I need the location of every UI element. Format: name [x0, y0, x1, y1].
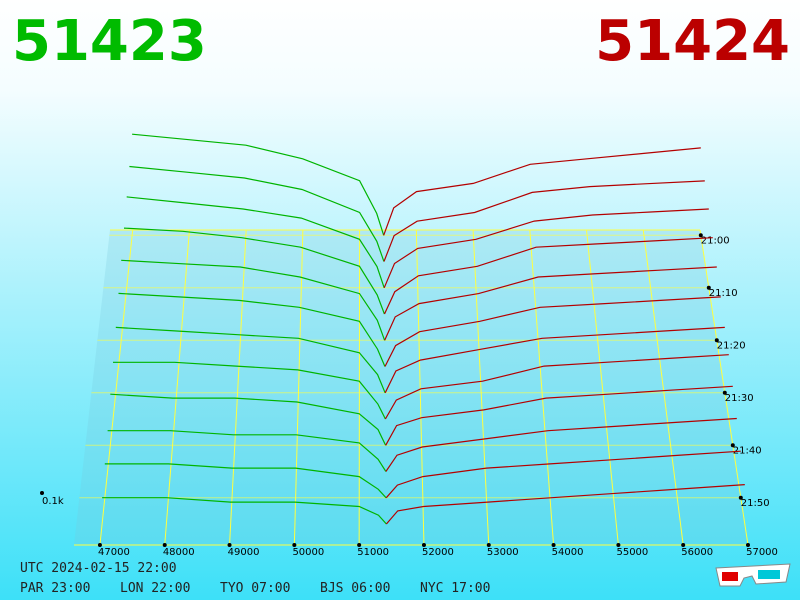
city-time: LON 22:00 — [120, 581, 190, 596]
tick-dot — [421, 543, 426, 547]
ask-depth-line — [383, 180, 705, 262]
ask-depth-line — [385, 385, 733, 446]
time-tick-label: 21:50 — [741, 498, 770, 509]
x-tick-label: 57000 — [746, 547, 778, 558]
bid-depth-line — [110, 393, 387, 446]
tick-dot — [551, 543, 556, 547]
bid-depth-line — [129, 165, 385, 262]
bid-depth-line — [121, 259, 386, 341]
bid-depth-line — [123, 227, 385, 315]
z-tick-dot — [40, 491, 44, 495]
bid-depth-line — [104, 463, 387, 499]
tick-dot — [616, 543, 621, 547]
ask-depth-line — [383, 208, 709, 289]
grid-line — [586, 229, 619, 546]
z-tick-label: 0.1k — [42, 496, 64, 507]
tick-dot — [681, 543, 686, 547]
x-tick-label: 51000 — [357, 547, 389, 558]
city-time: NYC 17:00 — [420, 581, 490, 596]
bid-depth-line — [107, 430, 387, 472]
ask-depth-line — [385, 450, 741, 499]
tick-dot — [227, 543, 232, 547]
x-tick-label: 49000 — [228, 547, 260, 558]
tick-dot — [698, 233, 703, 238]
tick-dot — [730, 443, 735, 448]
tick-dot — [97, 543, 102, 547]
tick-dot — [357, 543, 362, 547]
tick-dot — [738, 495, 743, 500]
tick-dot — [706, 285, 711, 290]
ask-depth-line — [385, 417, 737, 472]
bid-depth-line — [102, 497, 387, 525]
bid-depth-line — [132, 133, 385, 236]
x-tick-label: 54000 — [552, 547, 584, 558]
grid-line — [415, 229, 425, 546]
ask-depth-line — [384, 266, 717, 341]
city-time: TYO 07:00 — [220, 581, 290, 596]
x-tick-label: 53000 — [487, 547, 519, 558]
ask-depth-line — [385, 484, 745, 525]
x-tick-label: 50000 — [292, 547, 324, 558]
city-time: BJS 06:00 — [320, 581, 390, 596]
ask-depth-line — [383, 237, 713, 315]
bid-depth-line — [126, 196, 385, 288]
x-tick-label: 55000 — [616, 547, 648, 558]
time-tick-label: 21:40 — [733, 445, 762, 456]
tick-dot — [714, 338, 719, 343]
ask-depth-line — [384, 354, 729, 420]
bid-depth-line — [118, 292, 386, 367]
x-tick-label: 56000 — [681, 547, 713, 558]
x-tick-label: 52000 — [422, 547, 454, 558]
city-time: PAR 23:00 — [20, 581, 90, 596]
tick-dot — [486, 543, 491, 547]
grid-line — [529, 229, 555, 546]
bid-depth-line — [113, 361, 386, 420]
tick-dot — [162, 543, 167, 547]
tick-dot — [292, 543, 297, 547]
ask-depth-line — [383, 147, 701, 236]
ask-depth-line — [384, 326, 725, 394]
grid-line — [164, 229, 190, 546]
x-tick-label: 47000 — [98, 547, 130, 558]
tick-dot — [722, 390, 727, 395]
bid-price: 51423 — [12, 9, 207, 74]
grid-line — [229, 229, 247, 546]
ask-price: 51424 — [595, 9, 790, 74]
glasses-icon[interactable] — [715, 563, 791, 587]
grid-line — [699, 229, 749, 546]
time-tick-label: 21:30 — [725, 393, 754, 404]
grid-line — [642, 229, 684, 546]
utc-time: UTC 2024-02-15 22:00 — [20, 561, 177, 576]
tick-dot — [746, 543, 750, 547]
time-tick-label: 21:10 — [709, 288, 738, 299]
x-tick-label: 48000 — [163, 547, 195, 558]
grid-line — [472, 229, 490, 546]
grid-line — [99, 229, 134, 546]
grid-line — [293, 229, 304, 546]
ask-depth-line — [384, 296, 721, 367]
time-tick-label: 21:00 — [701, 235, 730, 246]
time-tick-label: 21:20 — [717, 340, 746, 351]
bid-depth-line — [115, 326, 386, 394]
